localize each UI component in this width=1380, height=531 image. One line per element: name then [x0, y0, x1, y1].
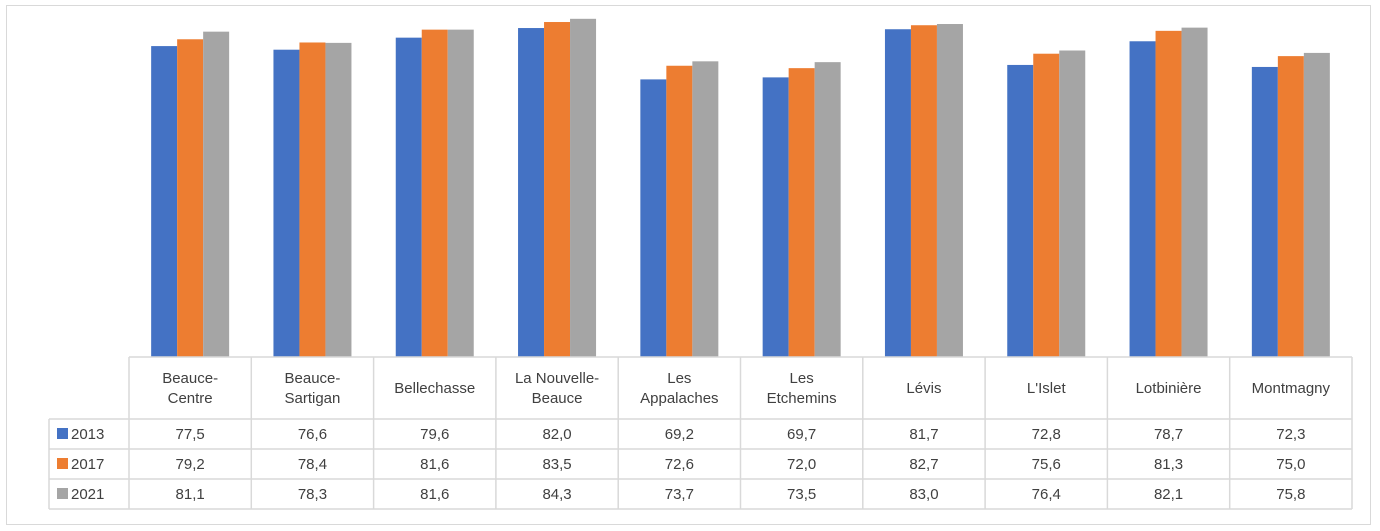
data-label: 81,3 — [1154, 456, 1183, 473]
data-label: 78,4 — [298, 456, 327, 473]
data-label: 72,3 — [1276, 426, 1305, 443]
bar-2017-3 — [544, 22, 571, 358]
category-label: Bellechasse — [394, 380, 475, 397]
bar-2017-7 — [1033, 53, 1060, 358]
bar-2013-9 — [1251, 66, 1278, 357]
bar-2021-3 — [570, 18, 597, 358]
legend-label: 2013 — [71, 426, 104, 443]
category-label: Beauce- — [285, 370, 341, 387]
data-label: 81,7 — [909, 426, 938, 443]
legend-label: 2021 — [71, 486, 104, 503]
category-label: Lotbinière — [1136, 380, 1202, 397]
bar-2013-7 — [1007, 64, 1034, 357]
data-label: 81,1 — [176, 486, 205, 503]
category-label: Sartigan — [285, 390, 341, 407]
data-label: 81,6 — [420, 456, 449, 473]
legend-swatch-2021 — [57, 488, 68, 499]
category-label: Beauce- — [162, 370, 218, 387]
category-label: Montmagny — [1252, 380, 1331, 397]
bar-2021-7 — [1059, 50, 1086, 357]
category-label: Centre — [168, 390, 213, 407]
data-label: 82,7 — [909, 456, 938, 473]
legend-label: 2017 — [71, 456, 104, 473]
bar-2021-4 — [692, 61, 719, 357]
data-label: 78,3 — [298, 486, 327, 503]
bar-2013-4 — [640, 79, 667, 357]
bar-2017-0 — [177, 39, 204, 358]
data-label: 76,4 — [1032, 486, 1061, 503]
data-label: 69,7 — [787, 426, 816, 443]
category-label: La Nouvelle- — [515, 370, 599, 387]
data-label: 82,0 — [542, 426, 571, 443]
bar-2013-8 — [1129, 41, 1156, 358]
data-label: 75,0 — [1276, 456, 1305, 473]
data-table: Beauce- Centre Beauce- Sartigan Bellechasse L… — [48, 356, 1353, 510]
bar-2017-9 — [1277, 56, 1304, 358]
data-label: 72,0 — [787, 456, 816, 473]
bar-2017-2 — [421, 29, 448, 357]
data-label: 82,1 — [1154, 486, 1183, 503]
legend-swatch-2017 — [57, 458, 68, 469]
data-label: 75,8 — [1276, 486, 1305, 503]
data-label: 79,6 — [420, 426, 449, 443]
bar-2021-0 — [203, 31, 230, 358]
bar-2021-1 — [325, 42, 352, 357]
data-label: 73,5 — [787, 486, 816, 503]
data-label: 69,2 — [665, 426, 694, 443]
bar-2017-4 — [666, 65, 693, 357]
bar-2013-6 — [884, 29, 911, 358]
category-label: Lévis — [906, 380, 941, 397]
bar-2013-5 — [762, 77, 789, 357]
bar-2013-1 — [273, 49, 300, 357]
bar-2013-2 — [395, 37, 422, 357]
category-label: Les — [790, 370, 814, 387]
bar-2017-8 — [1155, 30, 1182, 358]
data-label: 75,6 — [1032, 456, 1061, 473]
data-label: 78,7 — [1154, 426, 1183, 443]
data-label: 79,2 — [176, 456, 205, 473]
chart-svg: Beauce- Centre Beauce- Sartigan Bellechasse L… — [48, 18, 1353, 510]
bar-2017-6 — [910, 25, 937, 357]
category-label: Les — [667, 370, 691, 387]
data-label: 76,6 — [298, 426, 327, 443]
category-label: L'Islet — [1027, 380, 1067, 397]
data-label: 72,6 — [665, 456, 694, 473]
bar-2017-5 — [788, 68, 815, 358]
data-label: 73,7 — [665, 486, 694, 503]
data-label: 84,3 — [542, 486, 571, 503]
bars-layer — [151, 18, 1330, 358]
bar-2021-6 — [936, 24, 963, 358]
bar-2021-8 — [1181, 27, 1208, 357]
data-label: 83,0 — [909, 486, 938, 503]
bar-2017-1 — [299, 42, 326, 357]
bar-2021-2 — [447, 29, 474, 357]
bar-2021-5 — [814, 62, 841, 357]
bar-2013-3 — [518, 28, 545, 357]
bar-2021-9 — [1303, 52, 1330, 357]
category-label: Appalaches — [640, 390, 718, 407]
data-label: 72,8 — [1032, 426, 1061, 443]
category-label: Etchemins — [767, 390, 837, 407]
data-label: 77,5 — [176, 426, 205, 443]
data-label: 83,5 — [542, 456, 571, 473]
legend-swatch-2013 — [57, 428, 68, 439]
category-label: Beauce — [532, 390, 583, 407]
data-label: 81,6 — [420, 486, 449, 503]
chart-frame: Beauce- Centre Beauce- Sartigan Bellechasse L… — [6, 5, 1371, 525]
bar-2013-0 — [151, 46, 178, 358]
